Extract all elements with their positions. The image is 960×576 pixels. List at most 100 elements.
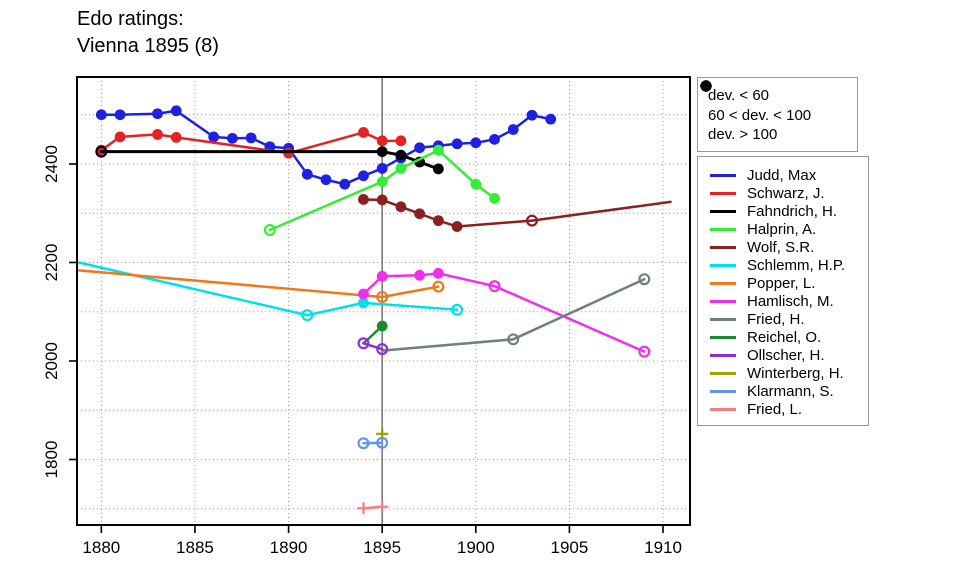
data-point-filled (152, 108, 163, 120)
data-point-filled (170, 105, 182, 117)
series-line-judd-max (100, 109, 552, 186)
player-legend-item-fried-h: Fried, H. (710, 310, 858, 328)
color-swatch-judd-max (710, 173, 736, 177)
data-point-open (357, 337, 370, 350)
data-point-open (638, 273, 651, 286)
data-point-filled (414, 269, 426, 281)
data-point-filled (376, 163, 388, 174)
series-halprin-a (263, 144, 500, 236)
dev-legend-item-0: dev. < 60 (700, 80, 847, 106)
color-swatch-klarmann-s (710, 389, 736, 393)
series-klarmann-s (357, 436, 389, 450)
player-name-label: Hamlisch, M. (747, 292, 834, 310)
player-name-label: Wolf, S.R. (747, 238, 815, 256)
plot-border (76, 76, 691, 526)
data-point-filled (358, 170, 369, 182)
player-legend-item-hamlisch-m: Hamlisch, M. (710, 292, 858, 310)
plus-marker-icon (700, 80, 712, 92)
chart-title: Edo ratings: Vienna 1895 (8) (77, 6, 219, 60)
data-point-open (376, 343, 389, 356)
player-name-label: Winterberg, H. (747, 364, 844, 382)
data-point-filled (170, 131, 182, 143)
series-line-fried-h (380, 277, 646, 352)
data-point-filled (395, 163, 407, 174)
data-point-plus (376, 500, 389, 513)
data-point-filled (339, 178, 351, 190)
player-name-label: Judd, Max (747, 166, 817, 184)
dev-legend-item-1: 60 < dev. < 100 (700, 80, 847, 126)
data-point-open (357, 437, 370, 450)
player-name-label: Fried, L. (747, 400, 803, 418)
player-legend-item-halprin-a: Halprin, A. (710, 220, 858, 238)
player-legend-item-schlemm-h-p: Schlemm, H.P. (710, 256, 858, 274)
player-legend-item-wolf-s-r: Wolf, S.R. (710, 238, 858, 256)
color-swatch-winterberg-h (710, 371, 736, 375)
data-point-filled (376, 176, 388, 188)
player-legend-item-fahndrich-h: Fahndrich, H. (710, 202, 858, 220)
player-name-label: Klarmann, S. (747, 382, 834, 400)
data-point-filled (376, 146, 388, 158)
series-judd-max (95, 105, 557, 190)
y-tick-label: 2000 (42, 342, 61, 380)
data-point-open (488, 280, 501, 293)
data-point-filled (376, 135, 388, 147)
data-point-filled (489, 193, 500, 204)
x-tick-label: 1895 (363, 538, 401, 557)
data-point-open (263, 223, 276, 236)
color-swatch-popper-l (710, 281, 736, 285)
data-point-filled (545, 113, 557, 125)
data-point-filled (414, 208, 426, 220)
player-name-label: Fried, H. (747, 310, 805, 328)
y-tick-label: 2200 (42, 244, 61, 282)
data-point-filled (376, 320, 388, 332)
data-point-filled (376, 270, 388, 282)
color-swatch-fried-l (710, 407, 736, 411)
data-point-open (301, 309, 314, 322)
color-swatch-fahndrich-h (710, 209, 736, 213)
data-point-filled (227, 132, 238, 144)
data-point-open (432, 280, 445, 293)
data-point-open (451, 303, 464, 316)
player-legend-item-schwarz-j: Schwarz, J. (710, 184, 858, 202)
player-legend-item-reichel-o: Reichel, O. (710, 328, 858, 346)
series-fahndrich-h (95, 145, 444, 175)
data-point-plus (357, 502, 370, 515)
player-name-label: Halprin, A. (747, 220, 817, 238)
series-line-popper-l (77, 269, 440, 299)
color-swatch-schwarz-j (710, 191, 736, 195)
x-tick-label: 1905 (551, 538, 589, 557)
dev-legend-label: 60 < dev. < 100 (708, 106, 812, 124)
player-name-label: Reichel, O. (747, 328, 822, 346)
color-swatch-hamlisch-m (710, 299, 736, 303)
dev-legend-item-2: dev. > 100 (700, 80, 847, 145)
data-point-filled (507, 124, 519, 135)
color-swatch-wolf-s-r (710, 245, 736, 249)
player-legend-item-klarmann-s: Klarmann, S. (710, 382, 858, 400)
data-point-filled (395, 149, 407, 161)
data-point-filled (245, 132, 257, 144)
data-point-filled (395, 201, 407, 213)
data-point-open (525, 214, 538, 227)
x-tick-label: 1890 (270, 538, 308, 557)
data-point-filled (526, 109, 538, 121)
data-point-filled (432, 144, 444, 156)
x-tick-label: 1880 (82, 538, 120, 557)
data-point-open (376, 290, 389, 303)
color-swatch-halprin-a (710, 227, 736, 231)
data-point-filled (470, 178, 482, 190)
data-point-filled (432, 215, 444, 227)
player-legend-item-popper-l: Popper, L. (710, 274, 858, 292)
axes: 1880 1885 1890 1895 1900 1905 1910 1800 2000 2200… (42, 145, 682, 557)
dev-legend-label: dev. < 60 (708, 87, 770, 105)
chart-title-line1: Edo ratings: (77, 8, 184, 30)
data-point-open (638, 345, 651, 358)
series-popper-l (77, 269, 445, 303)
series-wolf-s-r (358, 194, 672, 232)
x-tick-label: 1885 (176, 538, 214, 557)
data-point-filled (470, 137, 482, 149)
y-tick-label: 1800 (42, 441, 61, 479)
player-name-label: Ollscher, H. (747, 346, 825, 364)
data-point-filled (358, 297, 369, 309)
